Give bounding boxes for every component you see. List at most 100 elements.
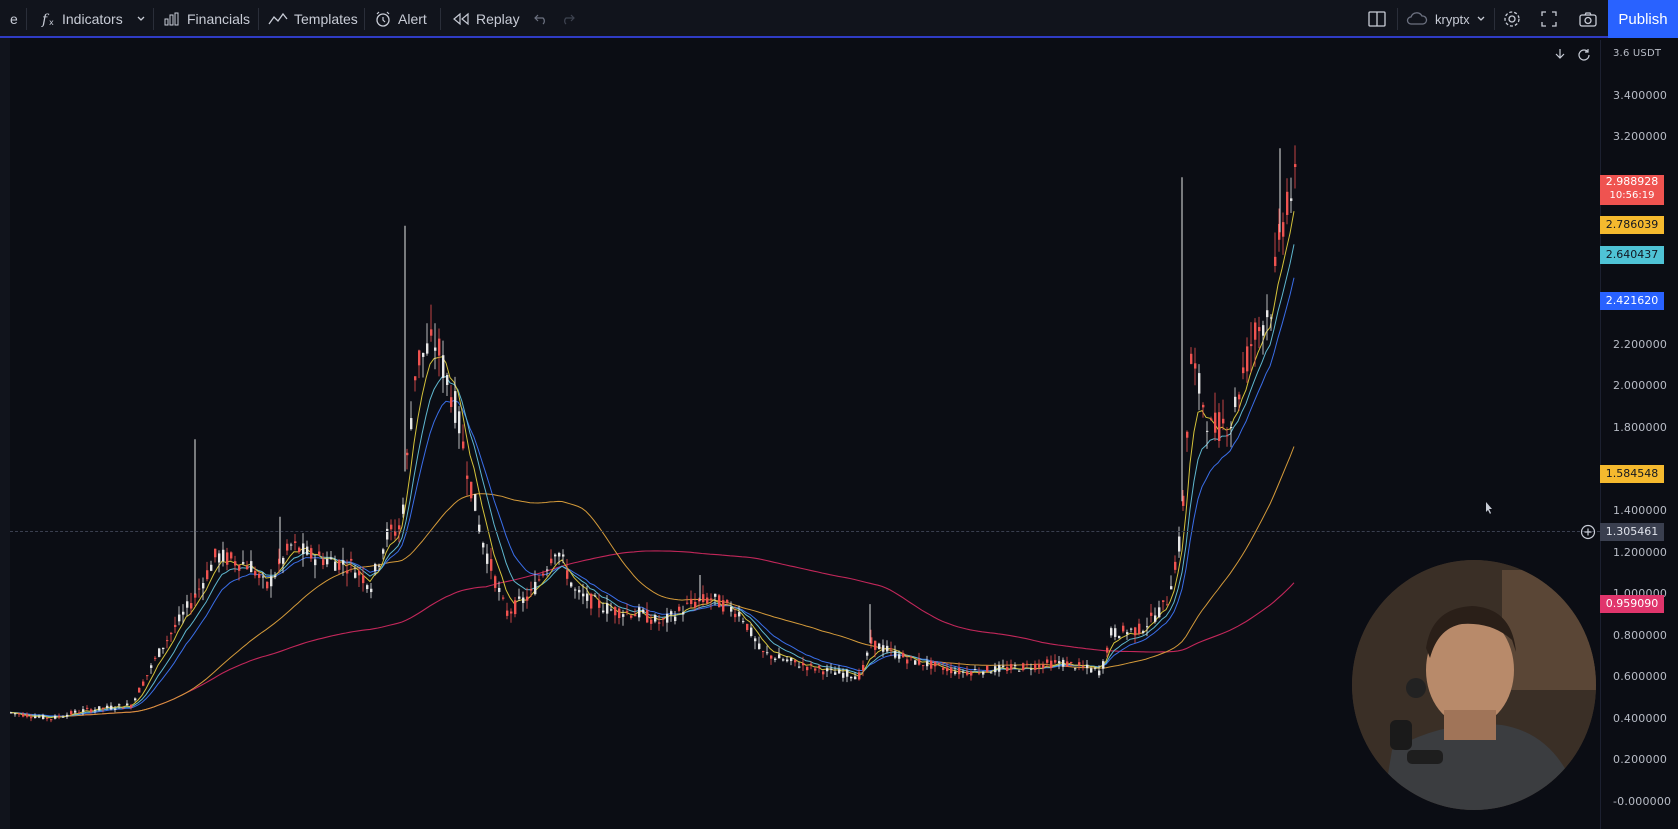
candle-body [830, 668, 833, 670]
candle-body [674, 616, 677, 622]
candle-body [974, 669, 977, 671]
snapshot-button[interactable] [1578, 0, 1598, 38]
candle-body [958, 667, 961, 675]
candle-body [838, 669, 841, 674]
gear-icon [1502, 9, 1522, 29]
candle-body [226, 552, 229, 565]
candle-body [778, 654, 781, 659]
candle-body [982, 671, 985, 675]
candle-body [1062, 659, 1065, 667]
candle-body [1086, 664, 1089, 669]
candle-body [434, 347, 437, 351]
candle-body [738, 612, 741, 617]
candle-body [698, 598, 701, 602]
candle-body [98, 706, 101, 710]
candle-body [614, 607, 617, 616]
candle-body [702, 594, 705, 603]
chevron-down-icon [1476, 14, 1486, 24]
undo-button[interactable] [533, 0, 549, 38]
undo-icon [533, 12, 549, 26]
candle-body [930, 660, 933, 669]
candle-body [550, 558, 553, 564]
candle-body [1178, 536, 1181, 552]
candle-body [1058, 661, 1061, 663]
candle-body [478, 524, 481, 533]
candle-body [74, 710, 77, 713]
candle-body [886, 645, 889, 652]
candle-body [26, 714, 29, 717]
reset-chart-icon[interactable] [1577, 47, 1591, 66]
candle-body [122, 707, 125, 709]
publish-button[interactable]: Publish [1608, 0, 1678, 38]
toolbar-cut-label[interactable]: e [10, 0, 18, 38]
ma-orange-line [10, 446, 1295, 717]
candle-body [558, 552, 561, 557]
price-tick: 1.200000 [1613, 546, 1668, 559]
candle-body [578, 589, 581, 593]
candle-body [246, 565, 249, 570]
redo-button[interactable] [560, 0, 576, 38]
candle-body [882, 645, 885, 652]
candle-body [250, 561, 253, 573]
templates-label: Templates [294, 11, 358, 27]
candle-body [862, 664, 865, 671]
layout-panel-button[interactable] [1367, 0, 1387, 38]
price-tick: 0.400000 [1613, 712, 1668, 725]
candle-body [270, 576, 273, 587]
candle-body [782, 659, 785, 661]
candle-body [194, 593, 197, 598]
candle-body [1042, 664, 1045, 669]
candle-body [90, 709, 93, 713]
candle-body [798, 666, 801, 668]
candle-body [1066, 661, 1069, 667]
candle-body [210, 564, 213, 571]
candle-body [102, 707, 105, 709]
candle-body [198, 588, 201, 590]
settings-button[interactable] [1502, 0, 1522, 38]
candle-body [262, 576, 265, 578]
candle-body [570, 582, 573, 587]
scroll-to-latest-icon[interactable] [1553, 47, 1567, 66]
candle-body [330, 557, 333, 559]
candle-body [1034, 663, 1037, 670]
add-alert-plus-icon[interactable] [1580, 524, 1596, 545]
candle-body [934, 661, 937, 667]
price-badge-ma-orange: 1.584548 [1600, 465, 1664, 483]
candle-body [50, 719, 53, 721]
candle-body [1050, 660, 1053, 669]
candle-body [298, 547, 301, 553]
candle-body [1262, 325, 1265, 336]
candle-body [1122, 625, 1125, 632]
price-tick: 1.800000 [1613, 421, 1668, 434]
alert-button[interactable]: Alert [374, 0, 427, 38]
templates-button[interactable]: Templates [268, 0, 358, 38]
candle-body [806, 666, 809, 671]
candle-body [286, 543, 289, 551]
price-chart[interactable] [10, 40, 1600, 829]
candle-body [178, 614, 181, 622]
price-tick: 0.800000 [1613, 629, 1668, 642]
financials-button[interactable]: Financials [163, 0, 250, 38]
candle-body [390, 524, 393, 530]
candle-body [386, 528, 389, 540]
fullscreen-button[interactable] [1540, 0, 1558, 38]
candle-body [1286, 191, 1289, 215]
candle-body [494, 576, 497, 588]
candle-body [922, 665, 925, 667]
candle-body [182, 611, 185, 615]
candle-body [914, 660, 917, 665]
candle-body [1114, 628, 1117, 637]
candle-body [910, 656, 913, 658]
price-axis[interactable]: 3.6 USDT 3.400000 3.200000 2.200000 2.00… [1600, 40, 1678, 829]
candle-body [866, 652, 869, 656]
candle-body [334, 561, 337, 571]
indicators-dropdown[interactable] [136, 0, 146, 38]
candle-body [1070, 661, 1073, 663]
replay-button[interactable]: Replay [452, 0, 520, 38]
candle-body [894, 650, 897, 658]
layout-name-button[interactable]: kryptx [1405, 0, 1486, 38]
candle-body [370, 588, 373, 593]
candle-body [750, 627, 753, 636]
candle-body [1190, 353, 1193, 364]
